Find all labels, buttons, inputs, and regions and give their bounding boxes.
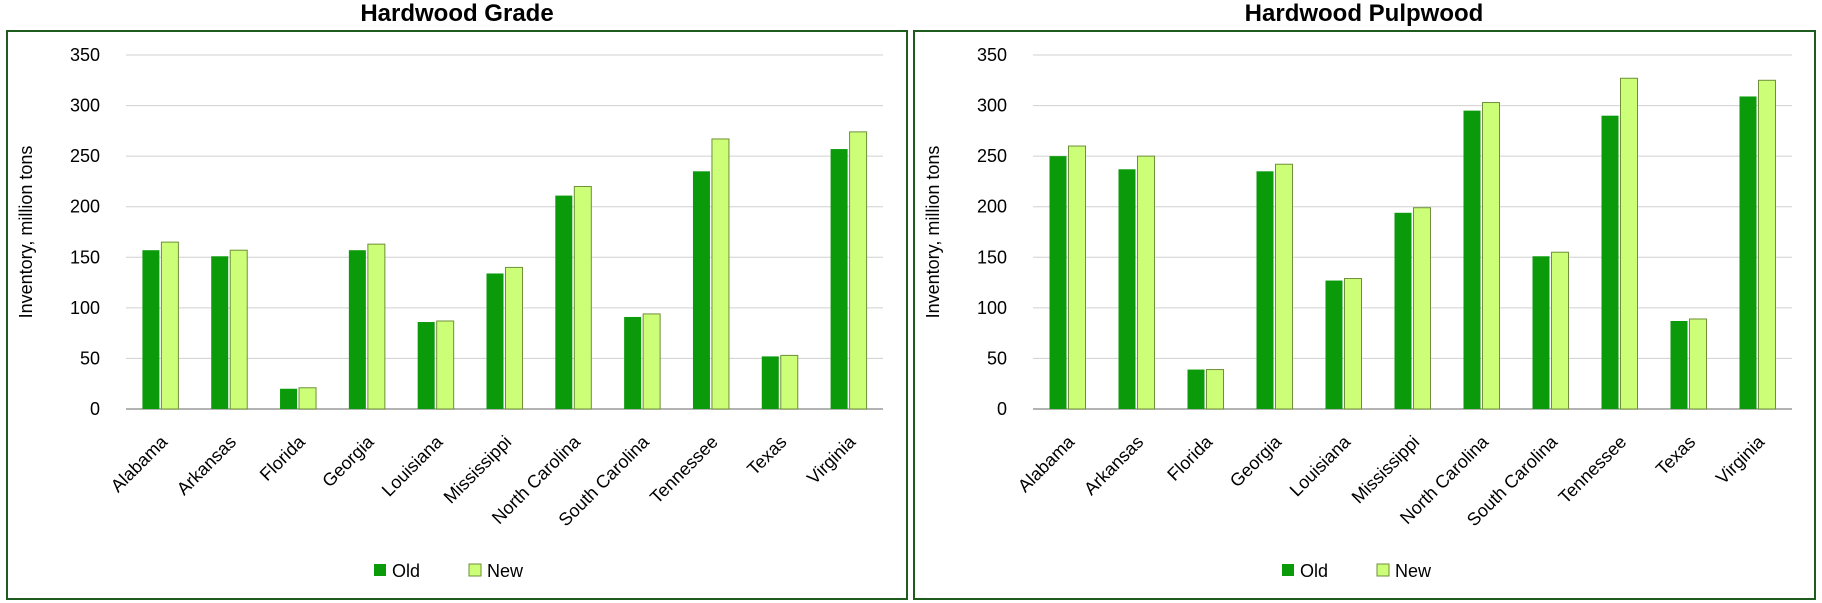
bar-old — [1739, 96, 1757, 410]
bar-old — [1394, 212, 1412, 409]
x-tick-label: Virginia — [1712, 431, 1769, 488]
y-tick-label: 350 — [977, 45, 1007, 65]
bar-old — [555, 195, 573, 409]
bar-old — [486, 273, 504, 409]
legend-swatch-old — [374, 564, 386, 576]
y-axis-label: Inventory, million tons — [16, 146, 36, 319]
x-tick-label: Tennessee — [1555, 432, 1631, 508]
y-tick-label: 350 — [70, 45, 100, 65]
bar-new — [367, 243, 386, 410]
bar-old — [1463, 110, 1481, 409]
bar-old — [1532, 256, 1550, 409]
bar-old — [830, 149, 848, 409]
bar-old — [1049, 156, 1067, 409]
bar-old — [692, 171, 710, 409]
y-tick-label: 50 — [80, 348, 100, 368]
x-tick-label: Mississippi — [1348, 432, 1424, 508]
bar-new — [298, 387, 317, 410]
bar-old — [280, 388, 298, 409]
y-tick-label: 200 — [70, 197, 100, 217]
bar-old — [1670, 321, 1688, 409]
bar-new — [1413, 207, 1431, 410]
bar-old — [348, 250, 366, 409]
x-tick-label: Alabama — [1014, 431, 1079, 496]
y-tick-label: 300 — [977, 96, 1007, 116]
chart-title-right: Hardwood Pulpwood — [1244, 0, 1484, 27]
bar-new — [1482, 102, 1500, 410]
bar-old — [1601, 115, 1619, 409]
x-tick-label: Florida — [1163, 431, 1217, 485]
y-tick-label: 100 — [70, 298, 100, 318]
bar-new — [573, 185, 592, 410]
bar-new — [711, 138, 730, 410]
x-tick-label: Arkansas — [1080, 432, 1147, 499]
bar-new — [1068, 145, 1086, 410]
y-tick-label: 200 — [977, 197, 1007, 217]
chart-frame-left — [6, 30, 908, 600]
y-tick-label: 250 — [70, 146, 100, 166]
y-tick-label: 300 — [70, 96, 100, 116]
bar-new — [1137, 155, 1155, 410]
y-tick-label: 250 — [977, 146, 1007, 166]
y-tick-label: 150 — [977, 247, 1007, 267]
bar-new — [780, 354, 799, 410]
bar-old — [142, 250, 160, 409]
bar-new — [1344, 278, 1362, 410]
bar-new — [642, 313, 661, 410]
bar-new — [160, 241, 179, 410]
y-tick-label: 50 — [987, 348, 1007, 368]
bar-new — [1275, 163, 1293, 410]
x-tick-label: Georgia — [1226, 431, 1286, 491]
bar-new — [229, 249, 248, 410]
y-tick-label: 150 — [70, 247, 100, 267]
legend-swatch-old — [1282, 564, 1294, 576]
y-tick-label: 0 — [997, 399, 1007, 419]
x-tick-label: Louisiana — [1286, 431, 1355, 500]
bar-new — [505, 266, 523, 410]
bar-old — [1118, 169, 1136, 409]
chart-frame-right — [913, 30, 1816, 600]
bar-new — [1758, 79, 1776, 410]
chart-title-left: Hardwood Grade — [360, 0, 554, 27]
bar-old — [1187, 369, 1205, 409]
legend-swatch-new — [468, 563, 482, 577]
bar-new — [1689, 318, 1707, 410]
bar-old — [211, 256, 229, 409]
bar-old — [624, 316, 642, 409]
y-axis-label: Inventory, million tons — [923, 146, 943, 319]
bar-new — [436, 320, 455, 410]
legend-label-old: Old — [1300, 561, 1328, 581]
legend-label-new: New — [1395, 561, 1432, 581]
legend-swatch-new — [1376, 563, 1390, 577]
legend-label-new: New — [487, 561, 524, 581]
bar-new — [1620, 77, 1638, 410]
bar-new — [849, 131, 868, 410]
bar-old — [1256, 171, 1274, 409]
bar-old — [761, 356, 779, 409]
y-tick-label: 0 — [90, 399, 100, 419]
y-tick-label: 100 — [977, 298, 1007, 318]
bar-old — [1325, 280, 1343, 409]
bar-new — [1206, 369, 1224, 410]
x-tick-label: Texas — [1652, 432, 1699, 479]
bar-old — [417, 322, 435, 409]
legend-label-old: Old — [392, 561, 420, 581]
bar-new — [1551, 251, 1569, 410]
